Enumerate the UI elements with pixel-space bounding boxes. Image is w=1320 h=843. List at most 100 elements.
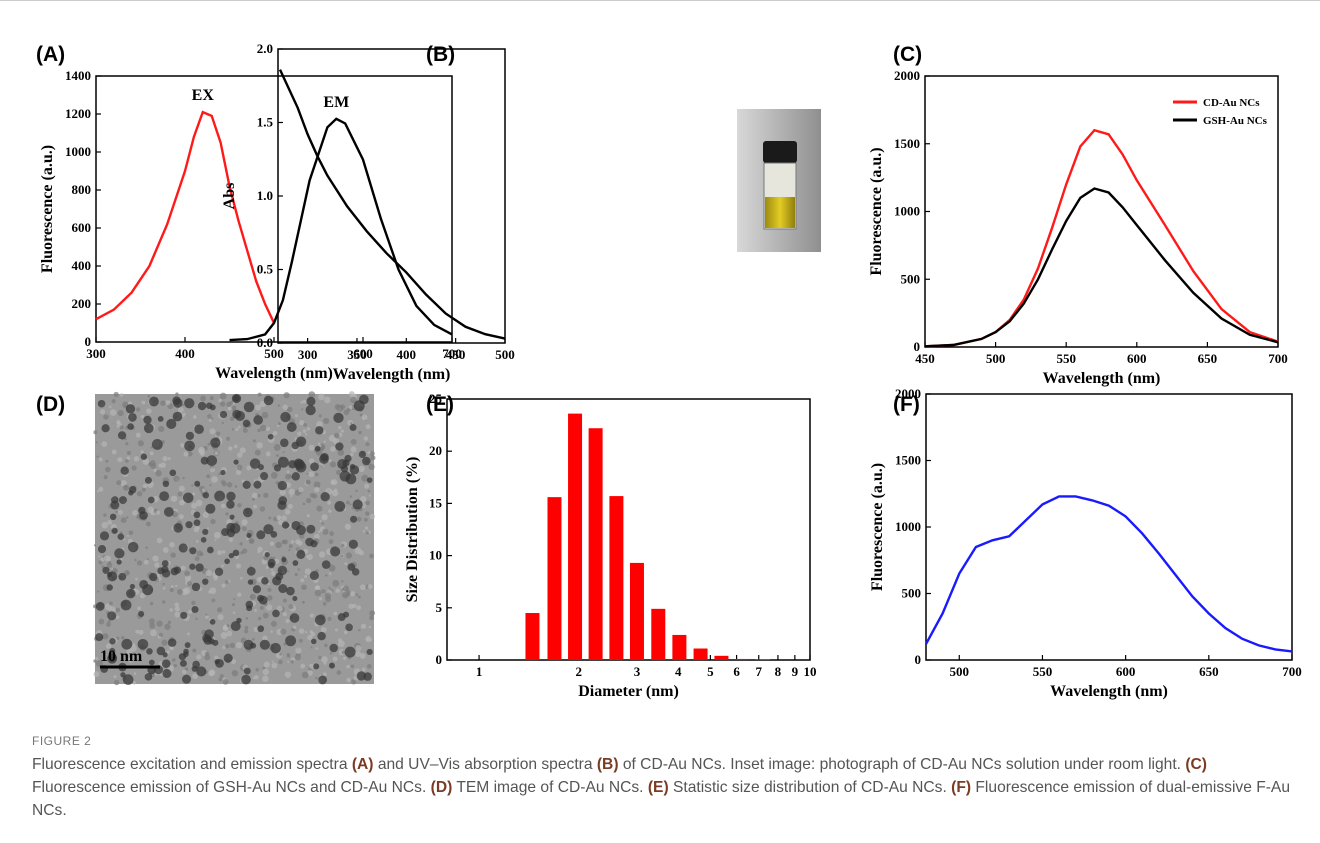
tem-texture — [125, 458, 129, 463]
tem-texture — [365, 531, 370, 535]
tem-texture — [323, 672, 327, 677]
tem-texture — [317, 530, 321, 534]
tem-texture — [321, 522, 325, 525]
tem-texture — [313, 481, 321, 489]
tem-texture — [226, 482, 233, 488]
tem-texture — [287, 570, 290, 573]
bar — [693, 648, 708, 660]
nanoparticle — [202, 492, 210, 499]
tem-texture — [93, 544, 97, 547]
nanoparticle — [362, 456, 371, 466]
tem-texture — [218, 472, 221, 476]
y-tick-label: 0 — [914, 339, 921, 354]
tem-texture — [364, 511, 370, 516]
tem-texture — [346, 677, 351, 682]
tem-texture — [319, 597, 323, 601]
tem-texture — [265, 566, 269, 569]
tem-texture — [208, 669, 216, 676]
nanoparticle — [219, 410, 228, 419]
x-tick-label: 500 — [950, 664, 970, 679]
tem-texture — [299, 638, 303, 643]
nanoparticle — [185, 521, 193, 529]
tem-texture — [262, 612, 269, 619]
nanoparticle — [306, 524, 316, 534]
tem-texture — [226, 436, 231, 441]
tem-texture — [328, 434, 336, 442]
tem-texture — [304, 568, 311, 575]
tem-texture — [350, 396, 357, 404]
tem-texture — [301, 671, 309, 679]
tem-texture — [267, 587, 272, 592]
tem-texture — [366, 637, 370, 641]
nanoparticle — [169, 469, 177, 477]
tem-texture — [158, 425, 165, 433]
tem-texture — [241, 519, 248, 526]
caption-text: and UV–Vis absorption spectra — [373, 756, 597, 773]
tem-texture — [131, 465, 137, 471]
nanoparticle — [242, 419, 251, 428]
y-tick-label: 1200 — [65, 106, 91, 121]
nanoparticle — [106, 584, 113, 591]
nanoparticle — [202, 578, 209, 585]
tem-texture — [364, 483, 370, 489]
tem-texture — [126, 450, 131, 455]
tem-texture — [357, 595, 361, 599]
tem-texture — [330, 480, 335, 485]
nanoparticle — [315, 426, 324, 435]
tem-texture — [267, 583, 270, 586]
tem-texture — [368, 463, 375, 470]
tem-texture — [191, 502, 198, 509]
nanoparticle — [99, 531, 110, 541]
tem-texture — [228, 446, 233, 451]
tem-texture — [182, 476, 185, 480]
caption-text: Fluorescence excitation and emission spe… — [32, 756, 352, 773]
tem-texture — [123, 405, 127, 408]
tem-texture — [136, 516, 139, 519]
nanoparticle — [356, 671, 366, 681]
nanoparticle — [280, 411, 291, 423]
nanoparticle — [232, 549, 240, 557]
tem-texture — [162, 586, 166, 590]
tem-texture — [194, 556, 200, 562]
y-tick-label: 1000 — [65, 144, 91, 159]
tem-texture — [119, 393, 124, 397]
tem-texture — [322, 601, 327, 606]
tem-texture — [227, 406, 232, 411]
nanoparticle — [97, 399, 106, 408]
caption-panel-ref: (D) — [430, 779, 453, 796]
tem-texture — [350, 452, 354, 457]
nanoparticle — [209, 619, 216, 625]
tem-texture — [234, 485, 238, 488]
nanoparticle — [259, 639, 270, 650]
nanoparticle — [257, 594, 265, 602]
tem-texture — [209, 467, 216, 473]
tem-texture — [170, 552, 176, 558]
tem-texture — [346, 664, 350, 669]
tem-texture — [134, 558, 137, 562]
tem-texture — [192, 415, 197, 419]
tem-texture — [137, 440, 144, 447]
nanoparticle — [292, 596, 298, 602]
data-line — [924, 187, 1279, 348]
nanoparticle — [120, 466, 129, 475]
tem-texture — [306, 554, 313, 561]
nanoparticle — [127, 541, 139, 553]
tem-texture — [132, 681, 137, 685]
tem-texture — [340, 554, 344, 558]
nanoparticle — [243, 639, 254, 650]
tem-texture — [302, 429, 307, 433]
nanoparticle — [121, 638, 133, 650]
tem-texture — [233, 444, 238, 449]
tem-texture — [344, 523, 352, 530]
y-tick-label: 400 — [72, 258, 92, 273]
tem-texture — [237, 452, 243, 458]
tem-texture — [132, 510, 138, 516]
tem-texture — [283, 642, 287, 646]
nanoparticle — [129, 583, 136, 590]
nanoparticle — [344, 646, 356, 658]
nanoparticle — [358, 450, 366, 458]
nanoparticle — [109, 647, 116, 655]
tem-texture — [145, 521, 151, 527]
tem-texture — [105, 459, 109, 463]
